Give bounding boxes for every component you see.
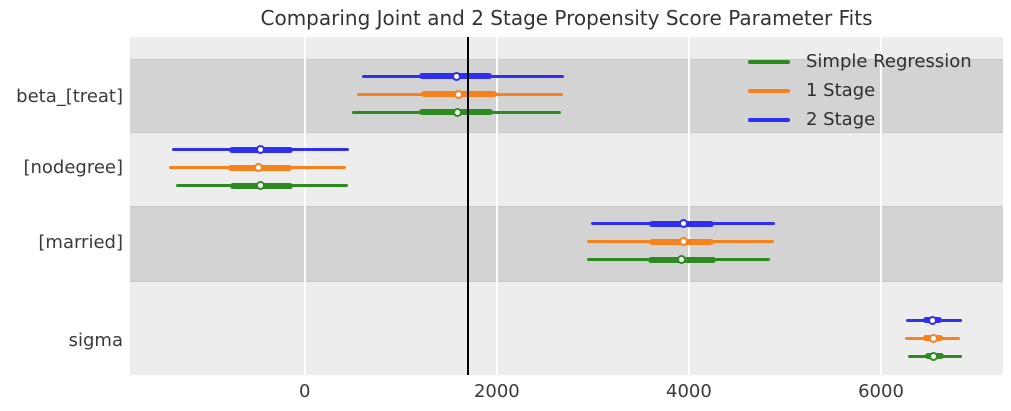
gridline-x-1 bbox=[495, 37, 498, 375]
median-marker-1-stage-beta-treat bbox=[453, 89, 463, 99]
legend: Simple Regression 1 Stage 2 Stage bbox=[748, 47, 972, 134]
median-marker-2-stage-beta-treat bbox=[452, 71, 462, 81]
y-tick-label-beta-treat: beta_[treat] bbox=[16, 86, 123, 107]
x-tick-label-6000: 6000 bbox=[858, 381, 904, 402]
plot-band-1 bbox=[130, 59, 1003, 133]
median-marker-1-stage-married bbox=[678, 237, 688, 246]
gridline-x-3 bbox=[880, 37, 883, 375]
chart-title: Comparing Joint and 2 Stage Propensity S… bbox=[260, 6, 873, 30]
legend-item-1-stage: 1 Stage bbox=[748, 76, 972, 105]
legend-line-icon-simple-regression bbox=[748, 59, 790, 64]
legend-label-2-stage: 2 Stage bbox=[806, 109, 876, 130]
plot-band-3 bbox=[130, 206, 1003, 282]
plot-band-4 bbox=[130, 282, 1003, 375]
gridline-x-2 bbox=[687, 37, 690, 375]
y-tick-label-nodegree: [nodegree] bbox=[23, 157, 123, 178]
median-marker-simple-regression-sigma bbox=[929, 351, 939, 361]
median-marker-simple-regression-married bbox=[676, 255, 686, 264]
reference-line bbox=[467, 37, 470, 375]
median-marker-simple-regression-nodegree bbox=[256, 181, 266, 190]
x-tick-label-0: 0 bbox=[299, 381, 311, 402]
median-marker-2-stage-nodegree bbox=[256, 145, 266, 154]
legend-item-2-stage: 2 Stage bbox=[748, 105, 972, 134]
legend-line-icon-1-stage bbox=[748, 88, 790, 93]
legend-line-icon-2-stage bbox=[748, 117, 790, 122]
median-marker-1-stage-sigma bbox=[929, 333, 939, 343]
median-marker-simple-regression-beta-treat bbox=[452, 107, 462, 117]
legend-label-simple-regression: Simple Regression bbox=[806, 51, 972, 72]
median-marker-2-stage-married bbox=[678, 219, 688, 228]
median-marker-1-stage-nodegree bbox=[254, 163, 264, 172]
legend-item-simple-regression: Simple Regression bbox=[748, 47, 972, 76]
plot-area bbox=[130, 37, 1003, 375]
y-tick-label-sigma: sigma bbox=[68, 330, 123, 351]
x-tick-label-2000: 2000 bbox=[473, 381, 520, 402]
legend-label-1-stage: 1 Stage bbox=[806, 80, 876, 101]
y-tick-label-married: [married] bbox=[38, 232, 123, 253]
median-marker-2-stage-sigma bbox=[928, 315, 938, 325]
plot-band-0 bbox=[130, 37, 1003, 59]
gridline-x-0 bbox=[303, 37, 306, 375]
x-tick-label-4000: 4000 bbox=[666, 381, 712, 402]
